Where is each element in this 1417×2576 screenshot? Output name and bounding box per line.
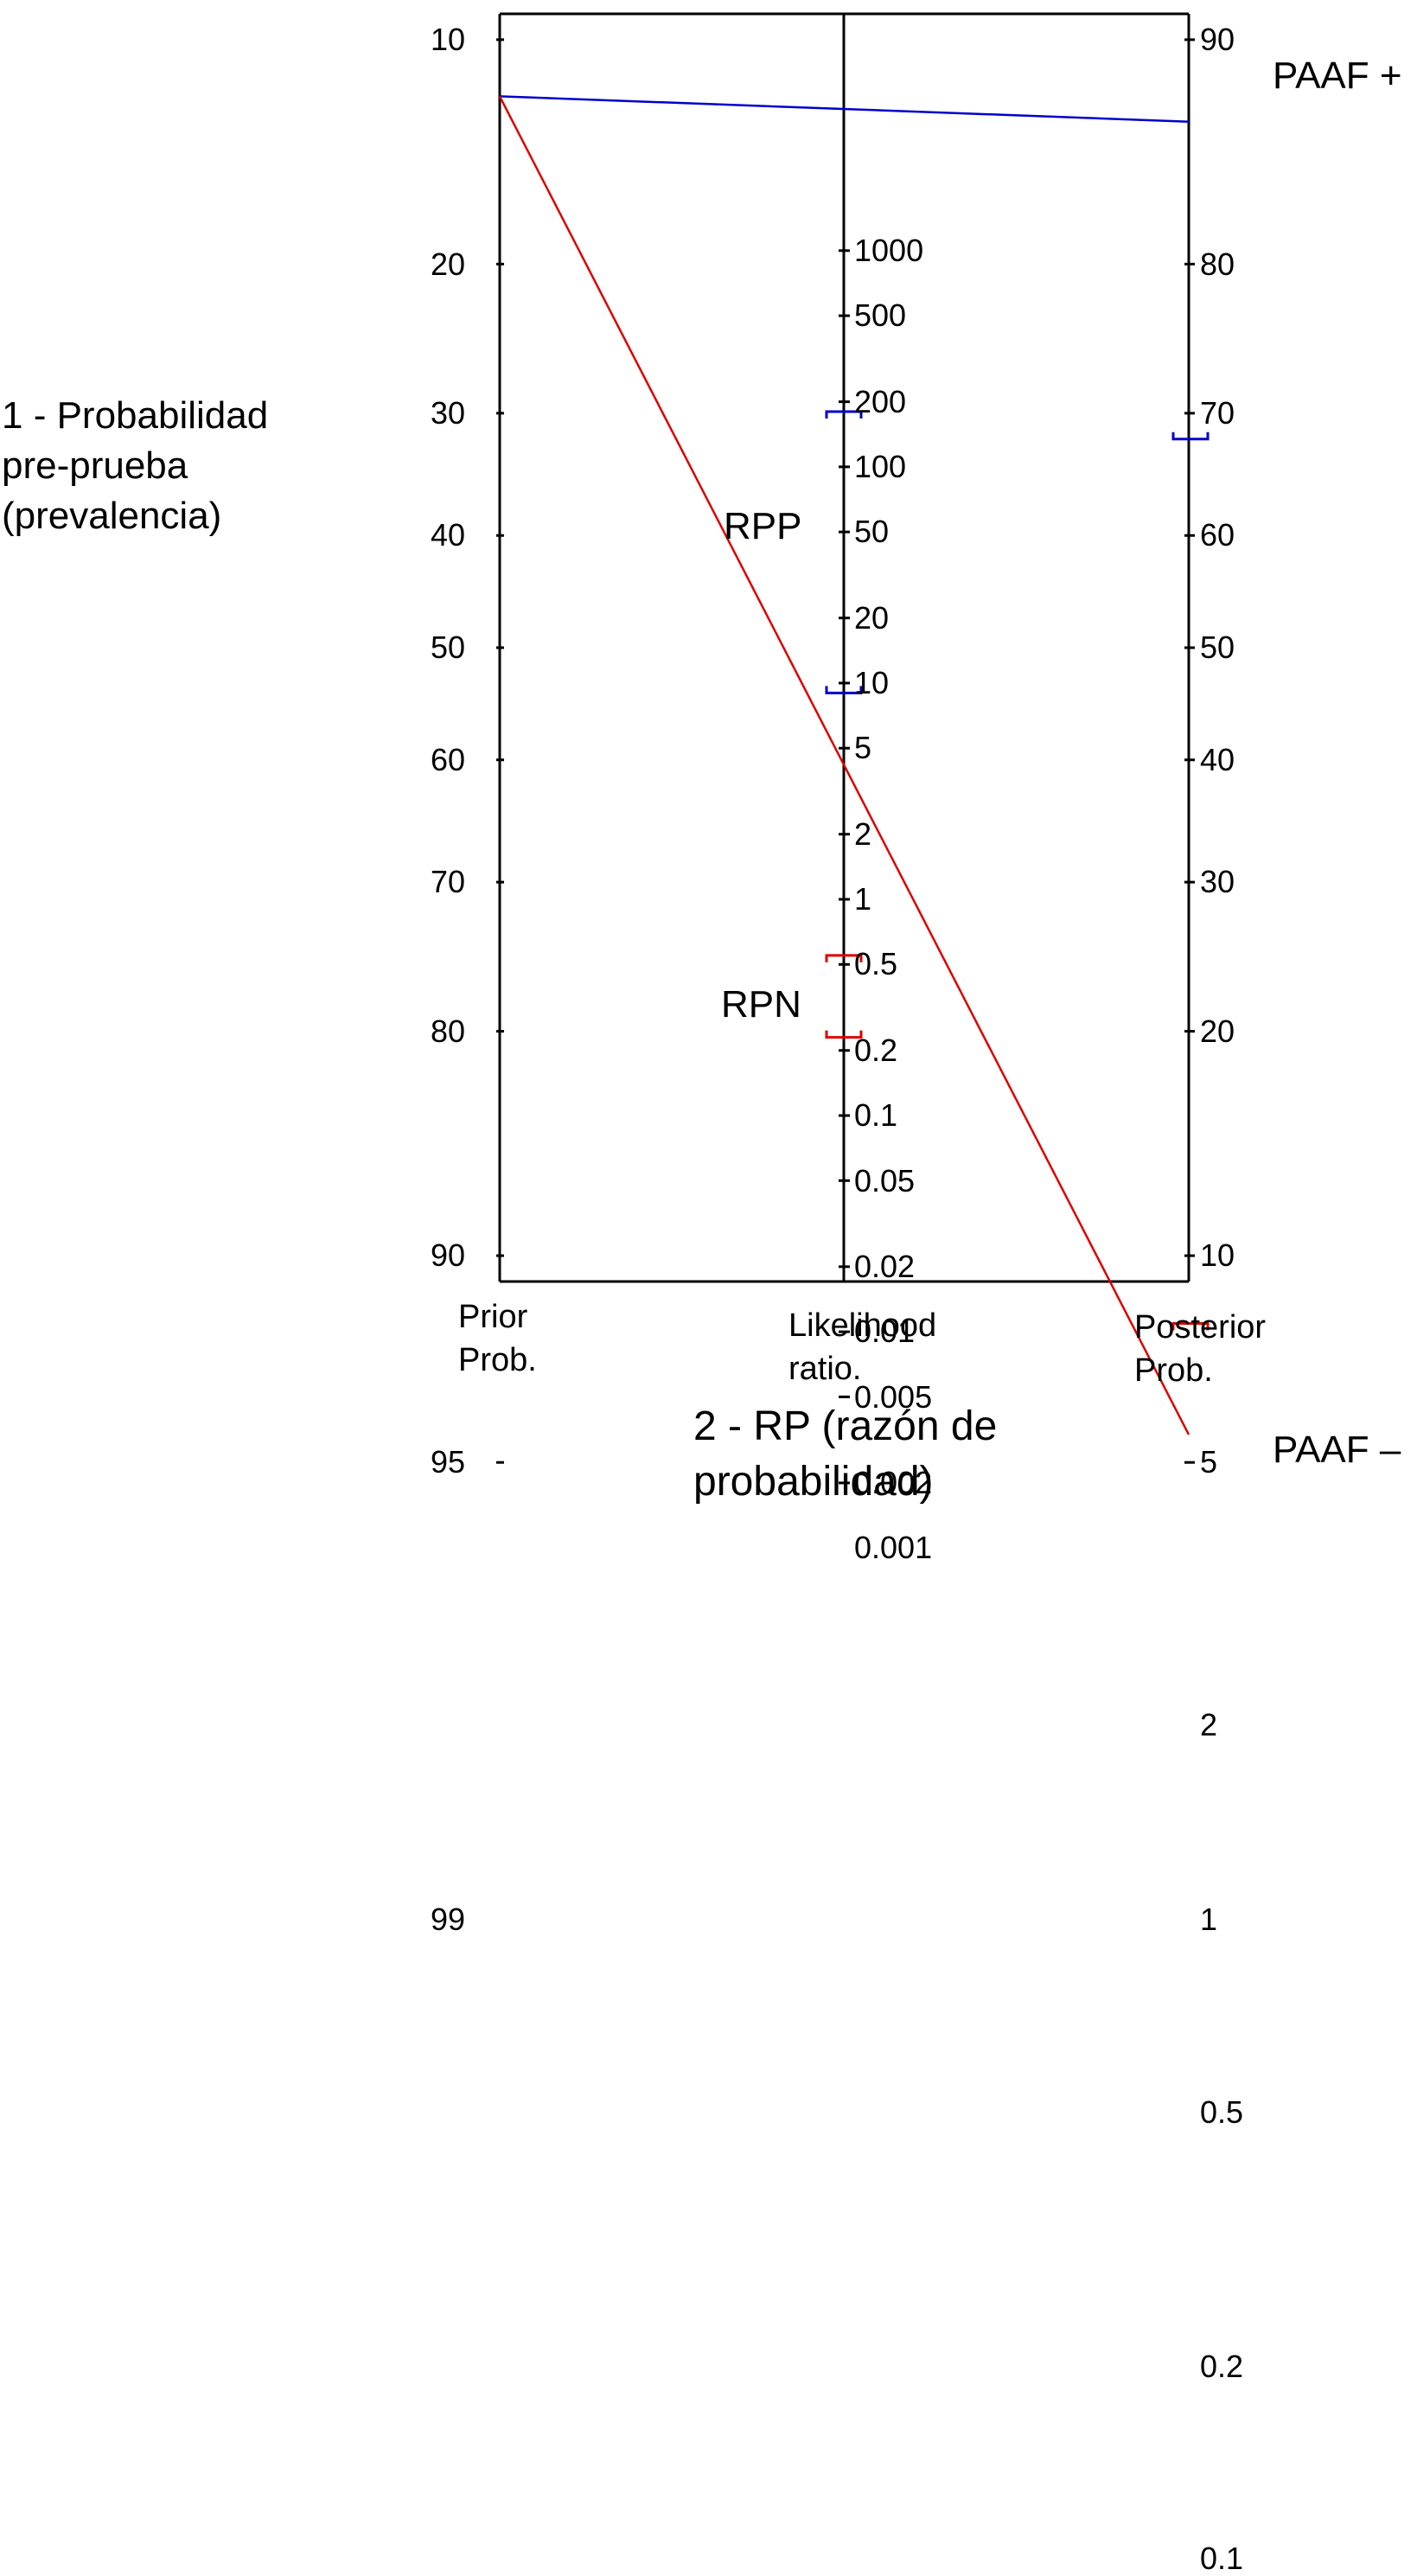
posterior-tick-label: 10: [1200, 1237, 1235, 1274]
rpp-lr-ci-upper: [825, 410, 863, 419]
prior-axis-caption-line: Prob.: [458, 1342, 537, 1378]
posterior-axis-caption-line: Prob.: [1134, 1352, 1213, 1389]
likelihood-tick-label: 0.005: [854, 1378, 933, 1415]
posterior-axis-caption: Posterior Prob.: [1134, 1306, 1266, 1392]
rpp-posterior-ci-lower: [1171, 431, 1210, 441]
rpn-outcome-label: PAAF –: [1273, 1428, 1401, 1471]
posterior-axis-caption-line: Posterior: [1134, 1309, 1267, 1346]
fagan-nomogram: [496, 12, 1210, 1485]
likelihood-tick-label: 10: [854, 665, 890, 701]
prior-tick-label: 60: [431, 741, 466, 777]
likelihood-tick-label: 0.5: [854, 946, 898, 982]
rpp-outcome-label: PAAF +: [1273, 54, 1402, 98]
posterior-tick-label: 90: [1200, 22, 1235, 58]
likelihood-axis-title-line: 2 - RP (razón de: [693, 1403, 998, 1449]
rpn-lr-ci-lower: [825, 1030, 863, 1039]
likelihood-axis-title-line: probabilidad): [693, 1459, 934, 1505]
posterior-tick-label: 60: [1200, 517, 1235, 553]
posterior-tick-label: 70: [1200, 395, 1235, 431]
prior-tick-label: 50: [431, 630, 466, 666]
likelihood-tick-label: 2: [854, 815, 872, 852]
rpp-line: [499, 95, 1190, 123]
likelihood-tick-label: 500: [854, 297, 907, 334]
likelihood-tick-label: 5: [854, 730, 872, 766]
likelihood-axis-caption-line: Likelihood: [788, 1307, 937, 1344]
series-marks: [498, 95, 1210, 1435]
likelihood-tick-label: 0.2: [854, 1032, 898, 1068]
prior-axis-title-line: 1 - Probabilidad: [2, 394, 269, 437]
rpn-line: [498, 95, 1190, 1435]
likelihood-tick-label: 200: [854, 383, 907, 419]
prior-tick-label: 99: [431, 1901, 466, 1937]
prior-tick-label: 10: [431, 22, 466, 58]
rpn-lr-ci-upper: [825, 954, 863, 962]
rpp-lr-ci-lower: [825, 686, 863, 694]
prior-tick-label: 20: [431, 246, 466, 282]
posterior-tick-label: 0.5: [1200, 2094, 1244, 2131]
prior-tick-label: 90: [431, 1237, 466, 1274]
prior-tick-label: 40: [431, 517, 466, 553]
likelihood-tick-label: 0.01: [854, 1314, 916, 1350]
prior-axis-caption: Prior Prob.: [458, 1295, 537, 1382]
posterior-tick-label: 2: [1200, 1706, 1218, 1742]
likelihood-tick-label: 0.002: [854, 1465, 933, 1501]
rpp-label: RPP: [724, 505, 802, 548]
posterior-tick-label: 5: [1200, 1444, 1218, 1480]
likelihood-tick-label: 0.1: [854, 1097, 898, 1134]
prior-axis-caption-line: Prior: [458, 1299, 528, 1335]
likelihood-tick-label: 50: [854, 514, 890, 550]
likelihood-tick-label: 1000: [854, 233, 924, 269]
prior-tick-label: 30: [431, 395, 466, 431]
posterior-tick-label: 40: [1200, 741, 1235, 777]
rpn-posterior-ci-upper: [1171, 1322, 1210, 1331]
posterior-tick-label: 0.1: [1200, 2541, 1244, 2576]
axis-ticks: [496, 38, 1195, 1485]
prior-tick-label: 95: [431, 1444, 466, 1480]
prior-axis-title-line: pre-prueba: [2, 444, 188, 487]
prior-axis-title-line: (prevalencia): [2, 495, 222, 537]
likelihood-tick-label: 0.001: [854, 1530, 933, 1566]
likelihood-tick-label: 0.02: [854, 1249, 916, 1285]
likelihood-tick-label: 1: [854, 881, 872, 917]
posterior-tick-label: 1: [1200, 1901, 1218, 1937]
likelihood-tick-label: 20: [854, 599, 890, 636]
posterior-tick-label: 80: [1200, 246, 1235, 282]
prior-tick-label: 80: [431, 1013, 466, 1049]
likelihood-tick-label: 100: [854, 449, 907, 485]
likelihood-tick-label: 0.05: [854, 1162, 916, 1199]
likelihood-axis-title: 2 - RP (razón de probabilidad): [693, 1399, 997, 1510]
posterior-tick-label: 20: [1200, 1013, 1235, 1049]
prior-tick-label: 70: [431, 864, 466, 900]
posterior-tick-label: 30: [1200, 864, 1235, 900]
rpn-label: RPN: [721, 983, 801, 1026]
posterior-tick-label: 50: [1200, 630, 1235, 666]
likelihood-axis-caption: Likelihood ratio.: [788, 1304, 936, 1390]
likelihood-axis-caption-line: ratio.: [788, 1351, 862, 1387]
prior-axis-title: 1 - Probabilidad pre-prueba (prevalencia…: [2, 391, 268, 541]
chart-frame: [498, 12, 1190, 1283]
posterior-tick-label: 0.2: [1200, 2349, 1244, 2385]
